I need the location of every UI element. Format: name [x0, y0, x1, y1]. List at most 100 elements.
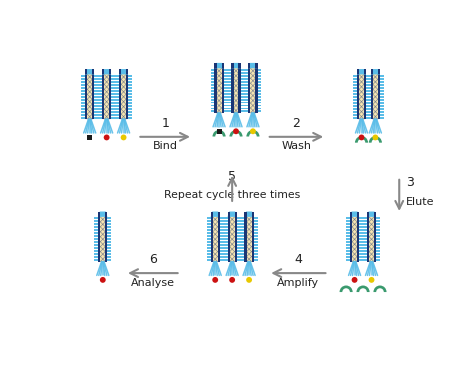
- Bar: [238, 68, 241, 113]
- Bar: [119, 69, 121, 74]
- Bar: [81, 87, 85, 89]
- Bar: [378, 74, 380, 119]
- Bar: [380, 75, 384, 77]
- Bar: [254, 229, 257, 231]
- Bar: [210, 90, 214, 92]
- Bar: [81, 78, 85, 80]
- Bar: [257, 78, 261, 80]
- Polygon shape: [350, 211, 359, 217]
- Bar: [363, 229, 367, 231]
- Bar: [98, 217, 100, 262]
- Bar: [224, 250, 228, 252]
- Bar: [254, 259, 257, 261]
- Bar: [111, 111, 115, 113]
- Bar: [363, 220, 367, 222]
- Bar: [359, 259, 363, 261]
- Bar: [257, 90, 261, 92]
- Bar: [366, 102, 370, 104]
- Bar: [108, 226, 111, 228]
- Bar: [207, 232, 210, 234]
- Circle shape: [104, 134, 109, 140]
- Bar: [94, 99, 98, 101]
- Bar: [94, 247, 98, 249]
- Bar: [87, 135, 92, 140]
- Bar: [235, 217, 237, 262]
- Bar: [245, 96, 248, 98]
- Bar: [376, 223, 380, 225]
- Text: Bind: Bind: [153, 141, 178, 151]
- Text: Wash: Wash: [282, 141, 311, 151]
- Polygon shape: [214, 63, 224, 68]
- Bar: [94, 84, 98, 86]
- Bar: [241, 78, 245, 80]
- Bar: [353, 117, 357, 119]
- Bar: [359, 250, 363, 252]
- Bar: [128, 114, 132, 116]
- Text: Amplify: Amplify: [277, 278, 319, 288]
- Bar: [241, 253, 245, 255]
- Bar: [241, 238, 245, 240]
- Bar: [94, 96, 98, 98]
- Bar: [210, 81, 214, 83]
- Bar: [224, 256, 228, 258]
- Bar: [98, 99, 102, 101]
- Bar: [128, 90, 132, 92]
- Bar: [92, 74, 94, 119]
- Bar: [126, 69, 128, 74]
- Bar: [210, 96, 214, 98]
- Bar: [111, 105, 115, 107]
- Bar: [241, 218, 245, 219]
- Bar: [220, 235, 224, 237]
- Bar: [220, 218, 224, 219]
- Wedge shape: [355, 136, 368, 143]
- Bar: [111, 99, 115, 101]
- Bar: [380, 93, 384, 95]
- Bar: [85, 69, 87, 74]
- Bar: [98, 84, 102, 86]
- Bar: [224, 90, 228, 92]
- Bar: [346, 253, 350, 255]
- Bar: [224, 220, 228, 222]
- Polygon shape: [357, 69, 366, 74]
- Bar: [367, 211, 369, 217]
- Bar: [98, 78, 102, 80]
- Bar: [257, 98, 261, 100]
- Bar: [363, 247, 367, 249]
- Bar: [353, 102, 357, 104]
- Bar: [376, 235, 380, 237]
- Wedge shape: [229, 130, 243, 136]
- Bar: [220, 259, 224, 261]
- Bar: [94, 232, 98, 234]
- Bar: [210, 217, 213, 262]
- Bar: [224, 241, 228, 243]
- Bar: [207, 250, 210, 252]
- Bar: [128, 99, 132, 101]
- Bar: [228, 75, 231, 77]
- Bar: [245, 69, 248, 71]
- Bar: [115, 96, 119, 98]
- Bar: [115, 114, 119, 116]
- Bar: [241, 232, 245, 234]
- Bar: [115, 93, 119, 95]
- Polygon shape: [248, 63, 257, 68]
- Bar: [94, 238, 98, 240]
- Bar: [235, 211, 237, 217]
- Bar: [367, 102, 371, 104]
- Bar: [108, 244, 111, 246]
- Bar: [376, 256, 380, 258]
- Bar: [254, 226, 257, 228]
- Bar: [366, 117, 370, 119]
- Circle shape: [246, 277, 252, 283]
- Bar: [128, 93, 132, 95]
- Bar: [346, 218, 350, 219]
- Bar: [115, 78, 119, 80]
- Bar: [237, 235, 241, 237]
- Bar: [111, 108, 115, 110]
- Bar: [367, 96, 371, 98]
- Bar: [221, 63, 224, 68]
- Bar: [241, 226, 245, 228]
- Bar: [94, 102, 98, 104]
- Bar: [353, 87, 357, 89]
- Bar: [228, 93, 231, 95]
- Bar: [357, 69, 359, 74]
